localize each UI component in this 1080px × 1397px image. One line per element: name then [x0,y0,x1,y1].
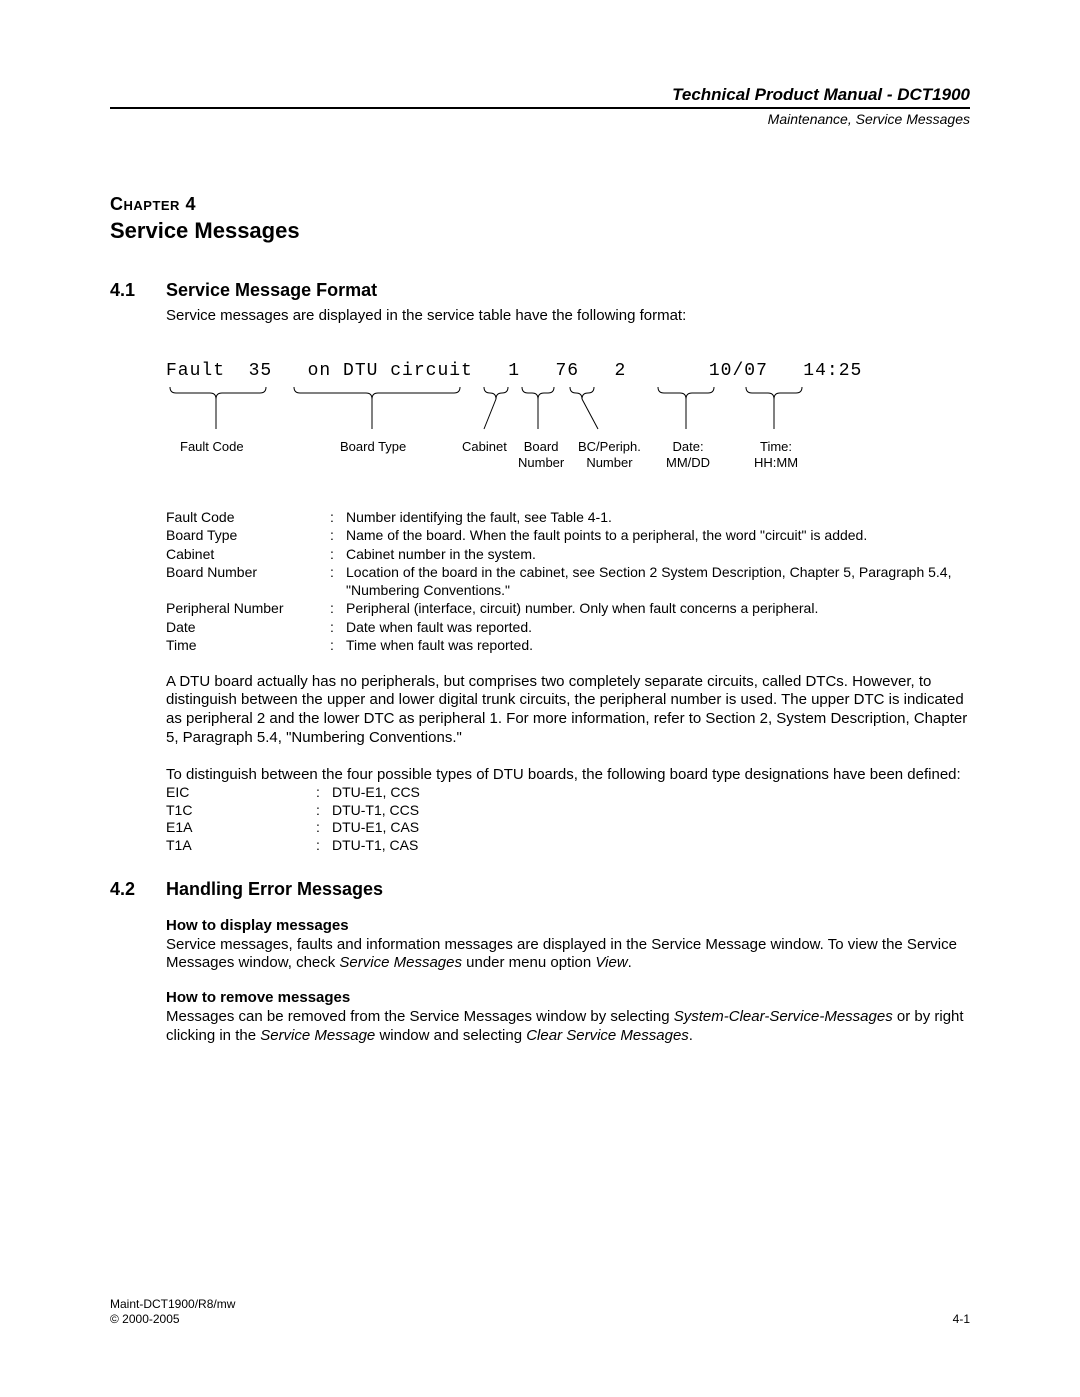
label-time: Time: HH:MM [754,439,798,472]
format-labels-row: Fault Code Board Type Cabinet Board Numb… [166,439,970,479]
subhead-display: How to display messages [166,917,970,936]
section-title: Service Message Format [166,279,377,302]
menu-item-service-messages: Service Messages [339,954,462,971]
copyright: © 2000-2005 [110,1312,235,1327]
designation-intro: To distinguish between the four possible… [166,766,970,785]
text-fragment: under menu option [462,954,595,971]
chapter-heading: Chapter 4 Service Messages [110,193,970,245]
definition-term: Board Number [166,564,330,582]
designation-code: EIC [166,784,316,802]
definition-row: Peripheral Number : Peripheral (interfac… [166,600,970,618]
dtu-paragraph: A DTU board actually has no peripherals,… [166,673,970,748]
section-title: Handling Error Messages [166,878,383,901]
designation-code: E1A [166,819,316,837]
label-board-type: Board Type [340,439,406,455]
definition-desc: Peripheral (interface, circuit) number. … [346,600,970,618]
label-bc-periph: BC/Periph. Number [578,439,641,472]
designation-row: T1C : DTU-T1, CCS [166,802,970,820]
display-messages-paragraph: Service messages, faults and information… [166,936,970,974]
designation-colon: : [316,837,332,855]
format-example-line: Fault 35 on DTU circuit 1 76 2 10/07 14:… [166,360,970,383]
window-service-message: Service Message [260,1027,375,1044]
definition-term: Board Type [166,527,330,545]
definition-term: Time [166,637,330,655]
definition-term: Date [166,619,330,637]
designation-code: T1C [166,802,316,820]
subhead-remove: How to remove messages [166,989,970,1008]
definition-colon: : [330,619,346,637]
definition-desc: Date when fault was reported. [346,619,970,637]
section-number: 4.2 [110,878,166,901]
definition-row: Date : Date when fault was reported. [166,619,970,637]
definition-desc: Location of the board in the cabinet, se… [346,564,970,599]
section-4-1-intro: Service messages are displayed in the se… [166,307,970,326]
label-board-number: Board Number [518,439,564,472]
menu-item-view: View [595,954,627,971]
menu-item-system-clear: System-Clear-Service-Messages [674,1008,893,1025]
chapter-title: Service Messages [110,217,970,245]
definition-colon: : [330,600,346,618]
text-fragment: Messages can be removed from the Service… [166,1008,674,1025]
definition-row: Cabinet : Cabinet number in the system. [166,546,970,564]
definition-term: Cabinet [166,546,330,564]
page: Technical Product Manual - DCT1900 Maint… [0,0,1080,1397]
designation-value: DTU-T1, CCS [332,802,970,820]
section-number: 4.1 [110,279,166,302]
designation-row: EIC : DTU-E1, CCS [166,784,970,802]
definition-row: Time : Time when fault was reported. [166,637,970,655]
designation-colon: : [316,784,332,802]
definition-colon: : [330,546,346,564]
running-header: Technical Product Manual - DCT1900 Maint… [110,84,970,129]
definition-desc: Time when fault was reported. [346,637,970,655]
designation-value: DTU-E1, CAS [332,819,970,837]
definition-row: Board Type : Name of the board. When the… [166,527,970,545]
field-definitions: Fault Code : Number identifying the faul… [166,509,970,655]
definition-colon: : [330,564,346,582]
definition-row: Fault Code : Number identifying the faul… [166,509,970,527]
designation-colon: : [316,819,332,837]
format-brackets-svg [166,383,866,439]
definition-term: Fault Code [166,509,330,527]
section-path: Maintenance, Service Messages [110,111,970,129]
section-4-1-heading: 4.1 Service Message Format [110,279,970,302]
board-designation-list: EIC : DTU-E1, CCS T1C : DTU-T1, CCS E1A … [166,784,970,854]
text-fragment: . [628,954,632,971]
label-fault-code: Fault Code [180,439,244,455]
definition-desc: Cabinet number in the system. [346,546,970,564]
chapter-label: Chapter 4 [110,193,970,216]
designation-colon: : [316,802,332,820]
menu-item-clear-service-messages: Clear Service Messages [526,1027,689,1044]
definition-desc: Number identifying the fault, see Table … [346,509,970,527]
service-message-format-diagram: Fault 35 on DTU circuit 1 76 2 10/07 14:… [166,360,970,479]
definition-desc: Name of the board. When the fault points… [346,527,970,545]
manual-title: Technical Product Manual - DCT1900 [110,84,970,105]
designation-value: DTU-E1, CCS [332,784,970,802]
page-number: 4-1 [953,1312,970,1327]
definition-colon: : [330,637,346,655]
section-4-2-heading: 4.2 Handling Error Messages [110,878,970,901]
designation-value: DTU-T1, CAS [332,837,970,855]
header-rule [110,107,970,109]
definition-colon: : [330,527,346,545]
page-footer: Maint-DCT1900/R8/mw © 2000-2005 4-1 [110,1297,970,1327]
label-date: Date: MM/DD [666,439,710,472]
definition-row: Board Number : Location of the board in … [166,564,970,599]
text-fragment: . [689,1027,693,1044]
remove-messages-paragraph: Messages can be removed from the Service… [166,1008,970,1046]
doc-id: Maint-DCT1900/R8/mw [110,1297,235,1312]
designation-row: T1A : DTU-T1, CAS [166,837,970,855]
definition-term: Peripheral Number [166,600,330,618]
label-cabinet: Cabinet [462,439,507,455]
designation-row: E1A : DTU-E1, CAS [166,819,970,837]
text-fragment: window and selecting [375,1027,526,1044]
definition-colon: : [330,509,346,527]
footer-left: Maint-DCT1900/R8/mw © 2000-2005 [110,1297,235,1327]
designation-code: T1A [166,837,316,855]
